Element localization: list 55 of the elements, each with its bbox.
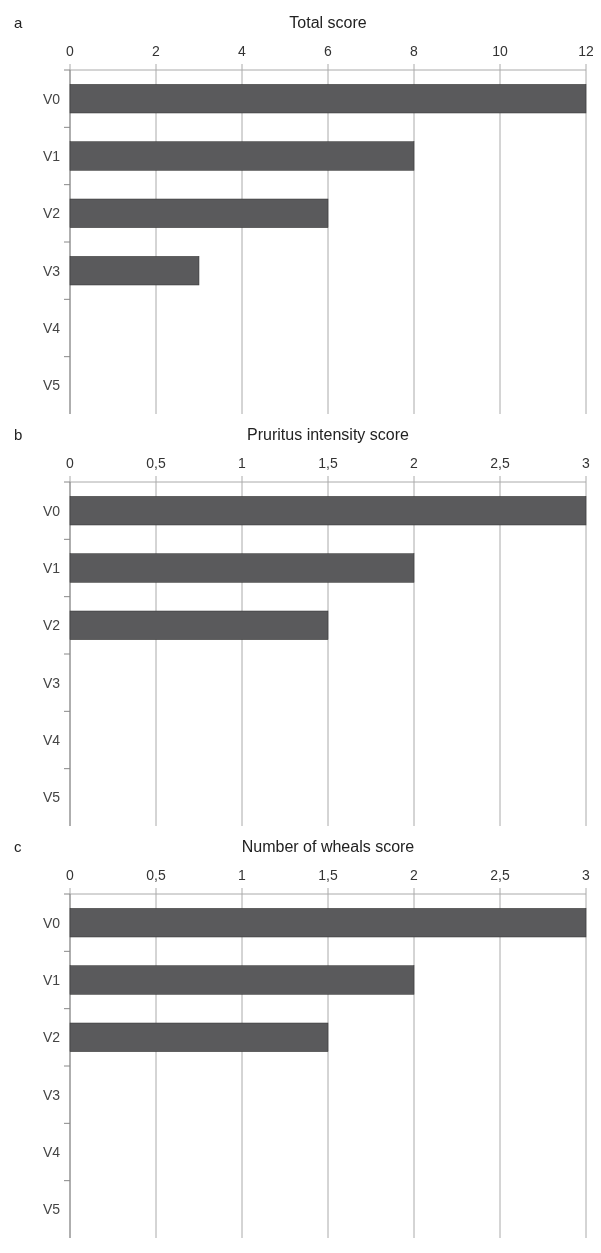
text: a [14,14,23,31]
y-tick-label: V1 [42,148,61,164]
x-tick-label: 2 [152,43,161,59]
bar [69,610,329,640]
x-tick-label: 0 [66,455,75,471]
y-tick-label: V3 [42,674,61,691]
chart-title: Pruritus intensity score [247,426,410,443]
y-tick-label: V5 [42,789,61,806]
x-tick-label: 4 [238,43,247,59]
y-tick-label: V2 [42,205,61,222]
x-tick-label: 8 [410,43,419,59]
x-tick-label: 2,5 [490,455,510,471]
x-tick-label: 0 [66,867,75,883]
y-tick-label: V5 [42,1201,61,1218]
x-tick-label: 3 [582,867,591,883]
y-tick-label: V0 [42,914,61,931]
text: c [14,838,22,855]
y-tick-label: V5 [42,377,61,394]
bar [69,141,415,171]
x-tick-label: 1,5 [318,455,338,471]
bar [69,84,587,114]
x-tick-label: 0,5 [146,867,166,883]
bar [69,496,587,526]
x-tick-label: 6 [324,43,333,59]
chart-title: Number of wheals score [241,838,415,855]
y-tick-label: V2 [42,617,61,634]
bar [69,198,329,228]
x-tick-label: 10 [492,43,508,59]
x-tick-label: 0 [66,43,75,59]
x-tick-label: 2 [410,867,419,883]
y-tick-label: V1 [42,972,61,988]
y-tick-label: V0 [42,90,61,107]
bar [69,553,415,583]
x-tick-label: 2,5 [490,867,510,883]
bar [69,1022,329,1052]
x-tick-label: 2 [410,455,419,471]
x-tick-label: 1 [238,455,247,471]
y-tick-label: V0 [42,502,61,519]
x-tick-label: 12 [578,43,594,59]
y-tick-label: V3 [42,1086,61,1103]
y-tick-label: V2 [42,1029,61,1046]
y-tick-label: V3 [42,262,61,279]
bar [69,965,415,995]
chart-title: Total score [289,14,367,31]
bar [69,256,200,286]
x-tick-label: 0,5 [146,455,166,471]
x-tick-label: 1 [238,867,247,883]
text: b [14,426,23,443]
x-tick-label: 3 [582,455,591,471]
y-tick-label: V4 [42,1144,61,1160]
y-tick-label: V1 [42,560,61,576]
bar [69,908,587,938]
y-tick-label: V4 [42,732,61,748]
y-tick-label: V4 [42,320,61,336]
x-tick-label: 1,5 [318,867,338,883]
